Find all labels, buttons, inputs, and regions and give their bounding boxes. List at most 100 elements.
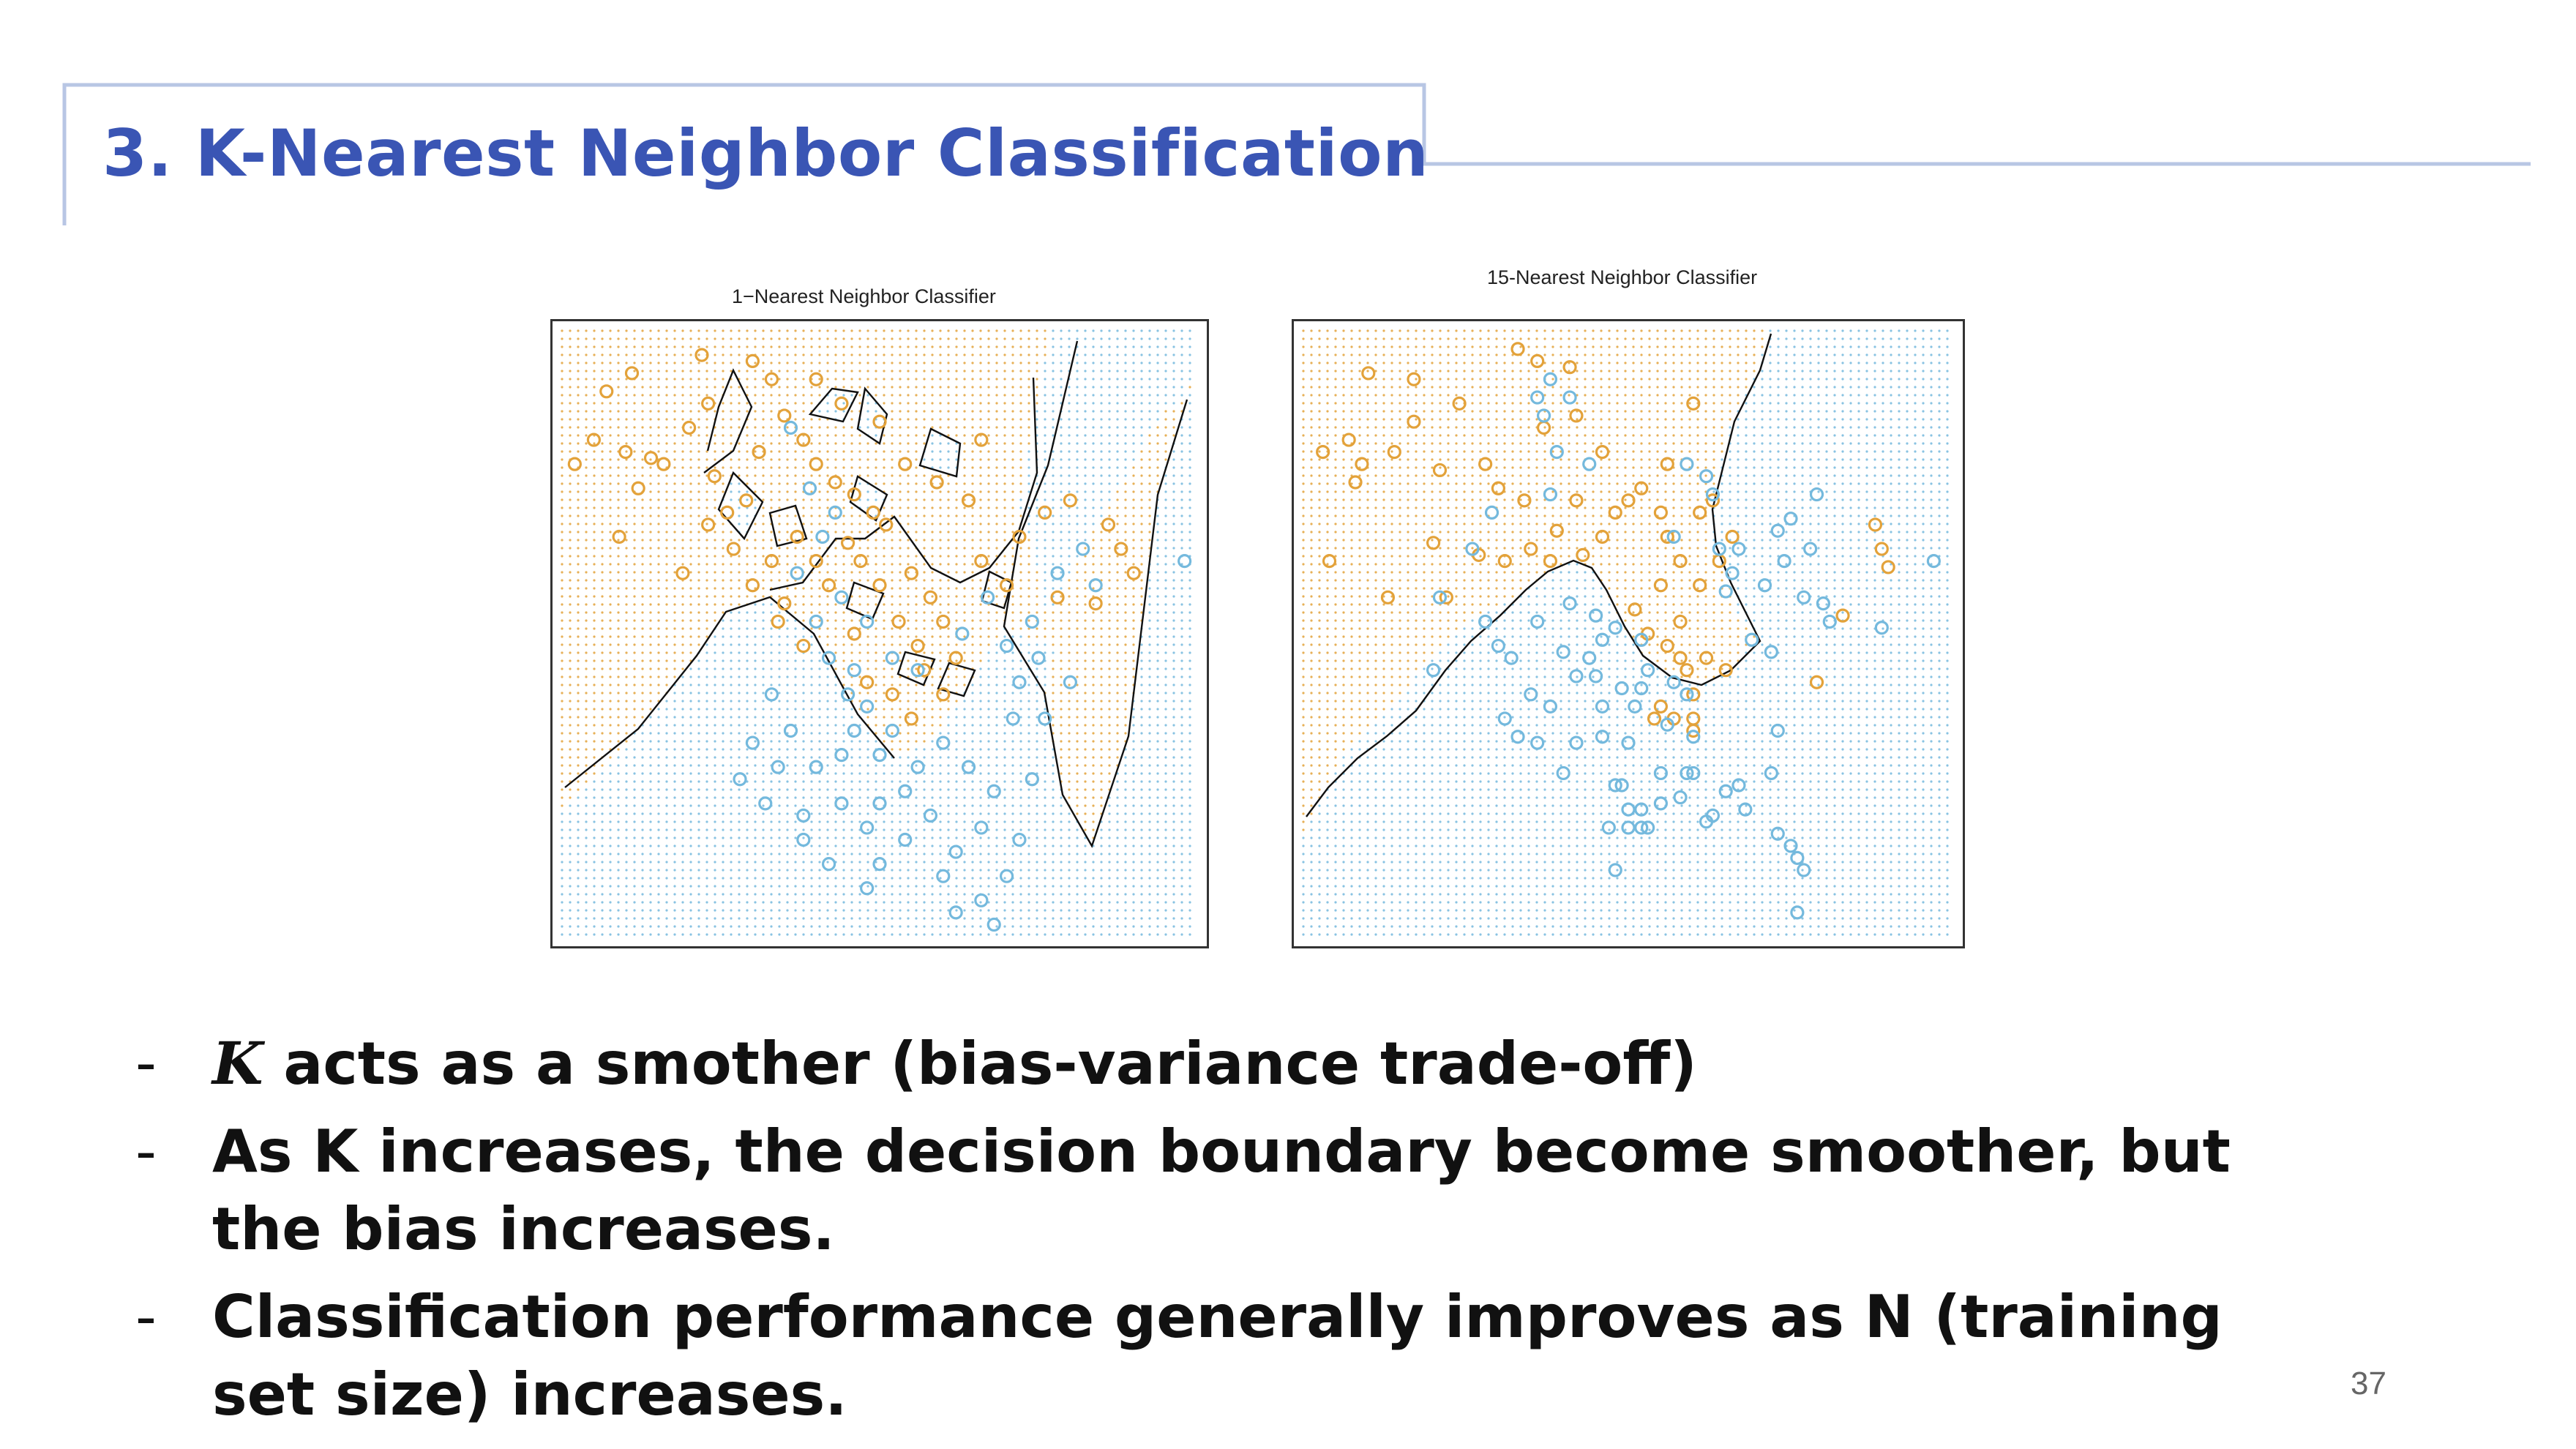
blue-point (764, 687, 779, 702)
bullet-dash: - (135, 1283, 157, 1351)
orange-point (1576, 547, 1590, 562)
orange-point (1628, 602, 1642, 617)
blue-point (1699, 815, 1714, 829)
blue-point (1822, 614, 1837, 629)
blue-point (1601, 820, 1616, 835)
blue-point (1031, 651, 1046, 665)
orange-point (1452, 396, 1467, 411)
blue-point (809, 614, 823, 629)
blue-point (1745, 632, 1759, 647)
bullet-item-k-smoother: - K acts as a smother (bias-variance tra… (135, 1025, 2258, 1103)
blue-point (1725, 566, 1740, 580)
orange-point (1699, 651, 1714, 665)
blue-point (1680, 765, 1694, 781)
blue-point (961, 760, 976, 774)
orange-point (682, 420, 697, 435)
orange-point (898, 457, 913, 471)
orange-point (1038, 505, 1052, 520)
orange-point (764, 372, 779, 386)
blue-point (1770, 826, 1785, 841)
blue-point (1006, 711, 1020, 726)
orange-point (1809, 675, 1824, 689)
blue-point (1634, 632, 1649, 647)
blue-point (1569, 669, 1584, 684)
blue-point (834, 590, 849, 604)
orange-point (1653, 505, 1668, 520)
blue-point (1608, 863, 1622, 877)
orange-point (643, 451, 659, 465)
blue-point (802, 481, 817, 495)
blue-point (745, 735, 760, 750)
blue-point (1556, 645, 1570, 659)
orange-point (1050, 590, 1065, 604)
orange-point (1673, 554, 1688, 569)
bullet-text: As K increases, the decision boundary be… (212, 1117, 2231, 1263)
blue-point (1718, 784, 1733, 798)
orange-point (1114, 542, 1128, 556)
blue-point (1595, 730, 1610, 744)
orange-point (904, 711, 918, 726)
orange-point (1491, 481, 1505, 495)
blue-point (1484, 505, 1499, 520)
blue-point (860, 699, 875, 714)
orange-point (872, 578, 887, 593)
orange-point (1530, 353, 1545, 369)
orange-point (1693, 578, 1707, 593)
orange-point (1693, 505, 1707, 520)
orange-point (777, 596, 792, 611)
bullet-list: - K acts as a smother (bias-variance tra… (135, 1025, 2258, 1444)
orange-point (1543, 554, 1558, 569)
orange-point (866, 505, 880, 520)
blue-point (1608, 778, 1622, 793)
orange-point (923, 590, 938, 604)
orange-point (1549, 523, 1564, 538)
orange-point (701, 517, 716, 532)
orange-point (1341, 433, 1356, 447)
orange-point (675, 566, 690, 580)
orange-point (1569, 408, 1584, 423)
blue-point (1562, 390, 1577, 405)
orange-point (599, 384, 614, 399)
blue-point (999, 869, 1014, 883)
blue-point (847, 663, 861, 678)
orange-point (796, 433, 811, 447)
blue-point (821, 651, 836, 665)
blue-point (1621, 802, 1636, 817)
orange-point (1608, 505, 1622, 520)
k-variable: K (212, 1029, 263, 1098)
background-grid (1302, 329, 1949, 936)
orange-point (1012, 529, 1027, 544)
orange-point (1686, 723, 1701, 738)
blue-point (1050, 566, 1065, 580)
orange-point (936, 687, 951, 702)
orange-point (618, 445, 633, 460)
orange-point (1316, 445, 1330, 460)
orange-point (726, 542, 741, 556)
blue-point (1497, 711, 1512, 726)
blue-point (1536, 408, 1551, 423)
orange-point (752, 445, 766, 460)
orange-point (1595, 445, 1610, 460)
orange-point (1562, 360, 1577, 375)
orange-point (1718, 663, 1733, 678)
blue-point (1666, 675, 1681, 689)
orange-point (1712, 554, 1726, 569)
blue-point (1686, 730, 1701, 744)
blue-point (1680, 687, 1694, 702)
orange-point (974, 433, 989, 447)
blue-point (1582, 651, 1597, 665)
blue-point (1608, 621, 1622, 635)
chart-title-15nn: 15-Nearest Neighbor Classifier (1487, 266, 1758, 288)
orange-point (860, 675, 875, 689)
blue-point (986, 917, 1001, 932)
orange-point (974, 554, 989, 569)
orange-point (739, 493, 754, 508)
orange-point (701, 396, 716, 411)
orange-point (745, 353, 760, 369)
orange-point (1621, 493, 1636, 508)
orange-point (1510, 342, 1525, 356)
orange-point (1348, 475, 1363, 490)
blue-point (1025, 614, 1039, 629)
blue-point (1530, 614, 1545, 629)
blue-point (955, 626, 970, 641)
